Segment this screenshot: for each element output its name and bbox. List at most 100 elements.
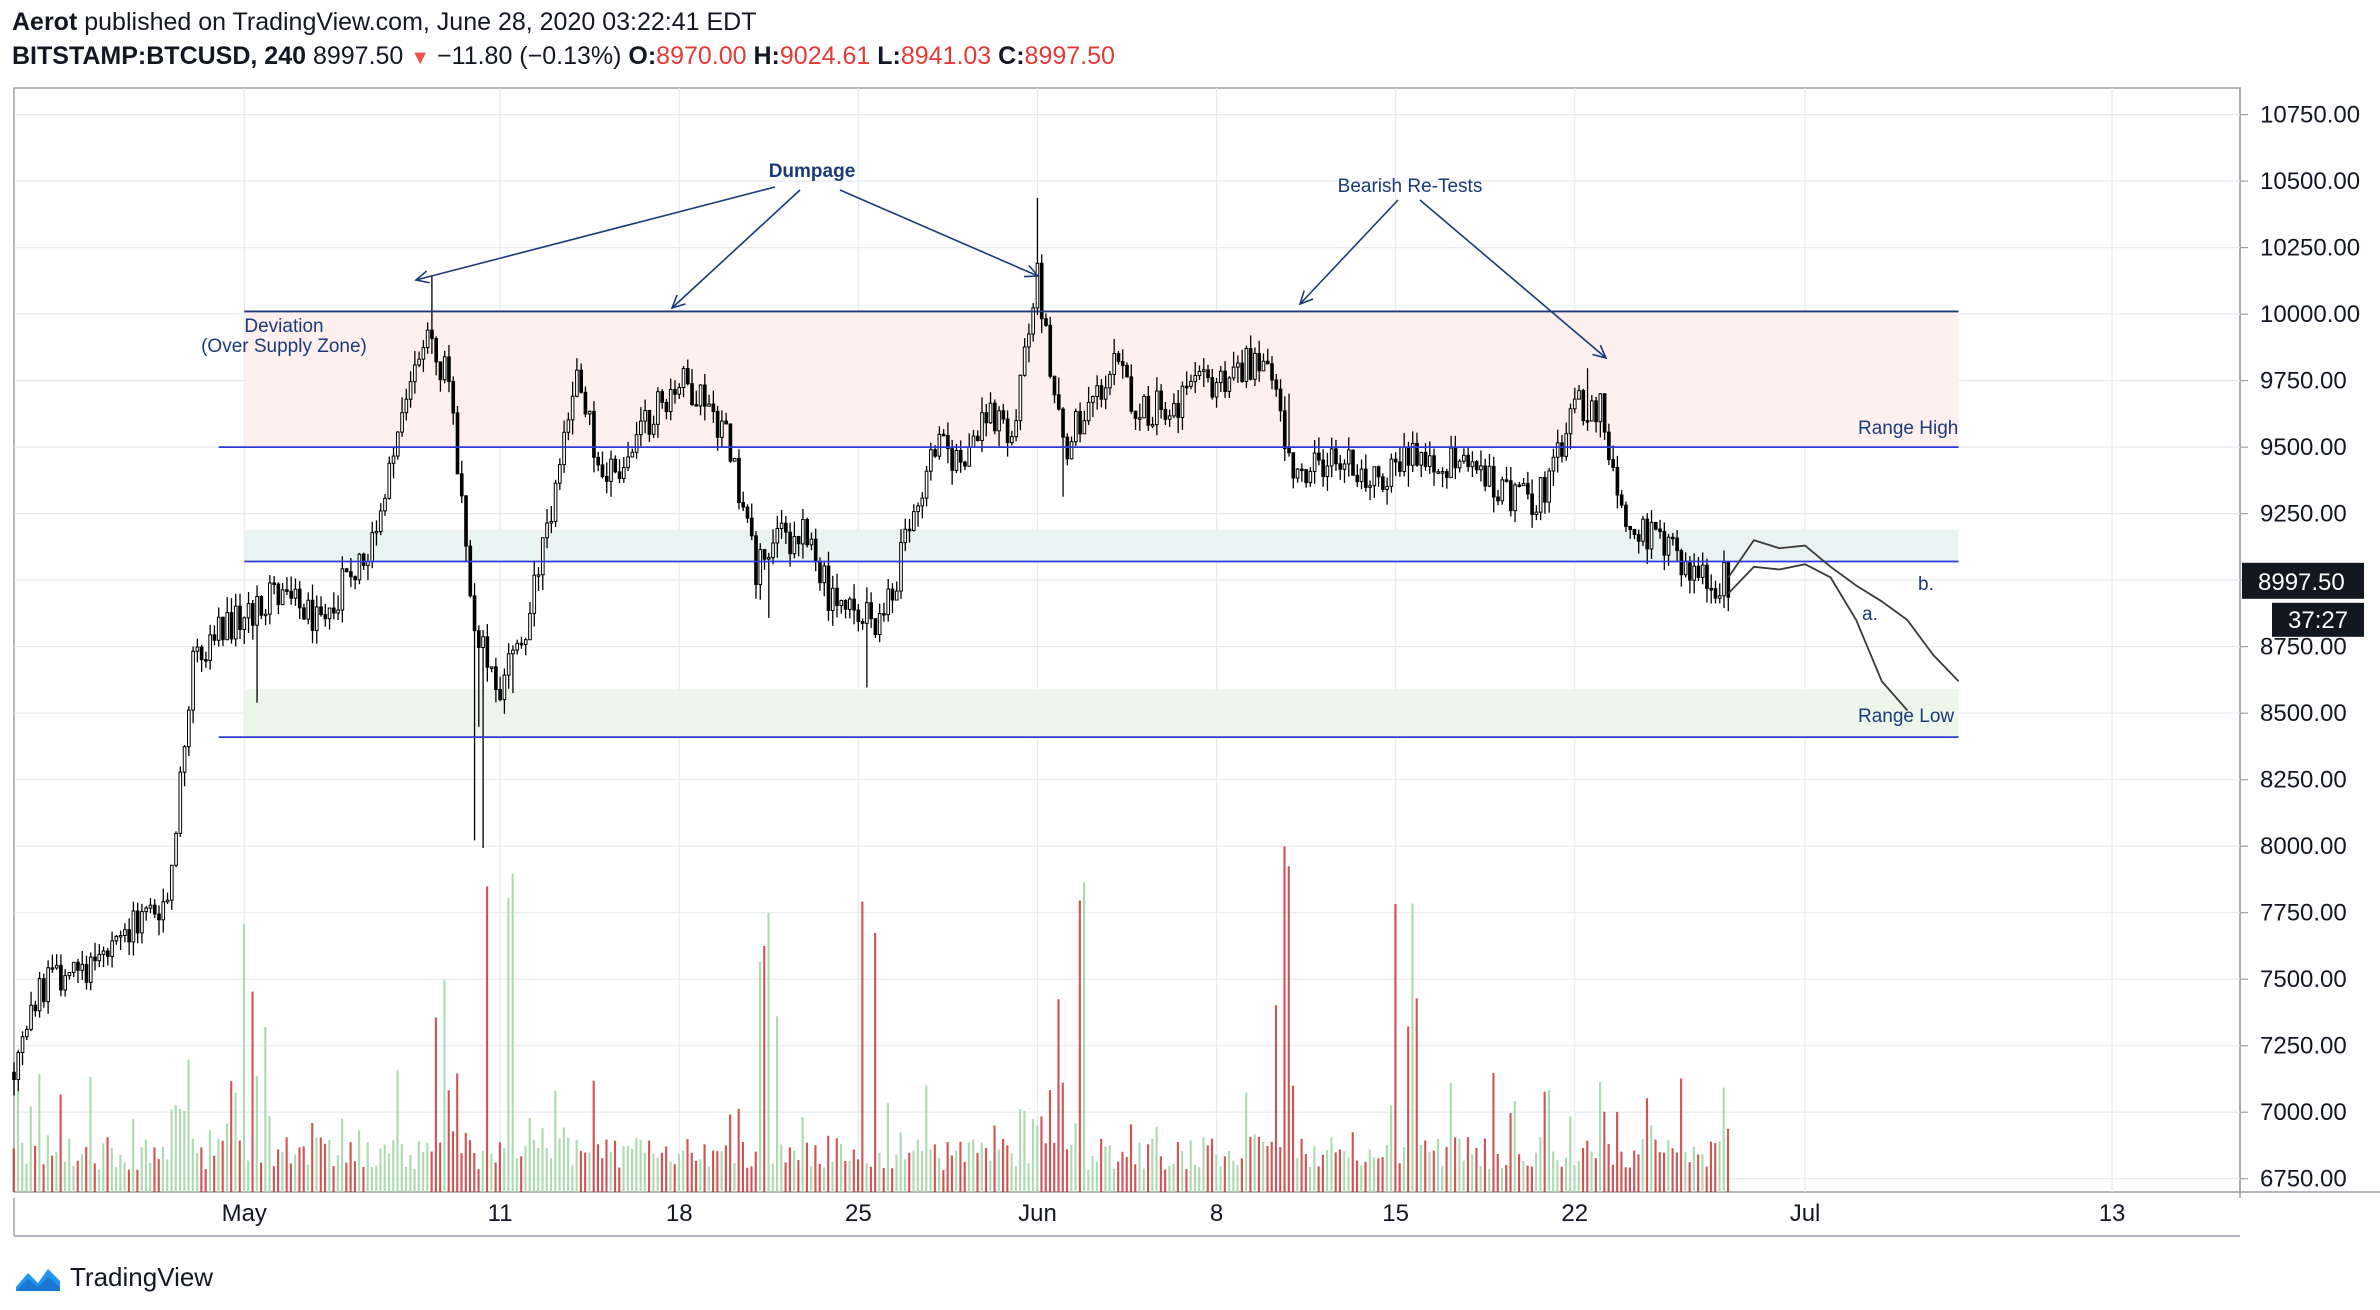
volume-bar (1151, 1138, 1154, 1192)
candle-body (97, 953, 102, 962)
volume-bar (537, 1147, 540, 1192)
volume-bar (178, 1108, 182, 1192)
tradingview-logo-icon (16, 1268, 60, 1291)
y-tick-label: 7500.00 (2260, 966, 2347, 993)
candle-body (920, 497, 925, 507)
volume-bar (289, 1163, 292, 1192)
candle-body (289, 590, 294, 599)
candle-body (1487, 465, 1492, 487)
volume-bar (1684, 1152, 1687, 1192)
x-tick-label: 25 (845, 1200, 872, 1227)
volume-bar (899, 1132, 902, 1192)
candle-body (822, 565, 827, 584)
volume-bar (281, 1151, 284, 1192)
volume-bar (805, 1142, 808, 1192)
candle-body (523, 639, 528, 645)
candle-body (332, 607, 336, 614)
volume-bar (1245, 1092, 1248, 1192)
candle-body (911, 511, 916, 531)
projection-path-b (1727, 539, 1960, 682)
volume-bar (1142, 1168, 1145, 1192)
author-name[interactable]: Aerot (12, 8, 78, 36)
candle-body (110, 940, 114, 957)
candle-body (50, 967, 55, 970)
candle-body (1696, 565, 1701, 578)
candle-body (59, 964, 63, 991)
candle-body (259, 595, 264, 616)
volume-bar (1560, 1166, 1563, 1192)
volume-bar (1236, 1165, 1239, 1192)
symbol-label[interactable]: BITSTAMP:BTCUSD, 240 (12, 42, 307, 70)
candle-body (1675, 537, 1679, 552)
volume-bar (1159, 1156, 1162, 1192)
candle-body (1632, 528, 1637, 535)
candle-body (54, 964, 59, 969)
candle-body (434, 337, 438, 363)
candle-body (472, 595, 477, 632)
candle-body (1308, 470, 1313, 484)
candle-body (336, 609, 340, 614)
arrow-retest-2-head (1592, 344, 1608, 360)
volume-bar (601, 1158, 604, 1192)
candle-body (997, 410, 1001, 432)
candle-body (839, 600, 844, 607)
volume-bar (503, 1148, 506, 1192)
candle-body (668, 388, 673, 413)
volume-bar (481, 1150, 484, 1192)
footer-brand[interactable]: TradingView (14, 1262, 213, 1293)
volume-bar (1240, 1158, 1243, 1192)
volume-bar (1539, 1137, 1542, 1192)
volume-bar (1202, 1137, 1205, 1192)
volume-bar (511, 873, 514, 1192)
volume-bar (260, 1162, 263, 1192)
candle-body (1500, 479, 1505, 502)
candle-body (1257, 352, 1262, 372)
candle-body (1056, 394, 1061, 410)
candle-body (801, 519, 805, 545)
volume-bar (498, 1142, 501, 1192)
arrow-retest-1 (1299, 199, 1399, 305)
volume-bar (831, 1161, 834, 1192)
volume-bar (153, 1147, 156, 1192)
volume-bar (1095, 1161, 1098, 1192)
volume-bar (302, 1146, 305, 1192)
candle-body (1270, 363, 1274, 381)
volume-bar (1705, 1166, 1708, 1192)
candle-body (340, 568, 345, 611)
volume-bar (1513, 1101, 1516, 1192)
candle-body (101, 950, 106, 955)
y-tick-label: 6750.00 (2260, 1166, 2347, 1193)
candle-body (1091, 396, 1095, 403)
candle-body (280, 589, 285, 606)
candle-body (272, 582, 276, 585)
candle-body (191, 650, 195, 711)
volume-bar (1138, 1142, 1141, 1192)
candle-body (1470, 461, 1475, 468)
x-tick-label: Jun (1018, 1200, 1057, 1227)
countdown-badge (2272, 602, 2364, 637)
candle-body (1227, 377, 1232, 392)
volume-bar (1291, 1085, 1295, 1192)
candle-body (1530, 493, 1534, 515)
candle-body (1278, 388, 1283, 412)
volume-bar (1287, 866, 1290, 1192)
volume-bar (183, 1111, 186, 1192)
volume-bar (1671, 1148, 1674, 1192)
volume-bar (242, 924, 246, 1192)
x-tick-label: Jul (1790, 1200, 1821, 1227)
volume-bar (1577, 1160, 1580, 1192)
candle-body (395, 431, 400, 457)
arrow-dumpage-1 (415, 186, 776, 281)
volume-bar (1146, 1144, 1150, 1192)
volume-bar (1398, 1163, 1401, 1192)
volume-bar (938, 1157, 941, 1192)
volume-bar (1381, 1157, 1384, 1192)
candle-body (148, 904, 153, 909)
volume-bar (1172, 1163, 1175, 1192)
candle-body (353, 576, 357, 581)
volume-bar (1667, 1139, 1670, 1192)
price-chart[interactable]: 10750.00 10500.00 10250.00 10000.00 9750.00 9… (0, 0, 2380, 1250)
volume-bar (989, 1160, 992, 1192)
volume-bar (396, 1069, 399, 1192)
volume-bar (1334, 1152, 1337, 1192)
